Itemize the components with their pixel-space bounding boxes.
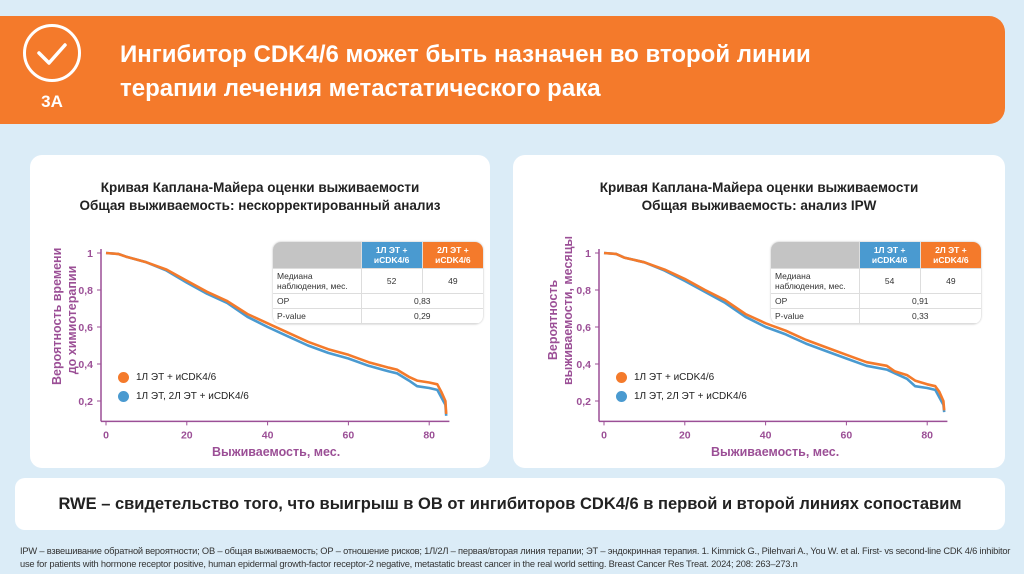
title-line-1: Ингибитор CDK4/6 может быть назначен во … bbox=[120, 41, 811, 68]
footnote: IPW – взвешивание обратной вероятности; … bbox=[20, 546, 1011, 569]
legend-dot-blue bbox=[616, 391, 627, 402]
x-tick-label: 40 bbox=[760, 429, 772, 441]
chart-title-1: Кривая Каплана-Майера оценки выживаемост… bbox=[100, 180, 420, 195]
x-axis-label: Выживаемость, мес. bbox=[711, 445, 840, 459]
legend-dot-orange bbox=[118, 372, 129, 383]
chart-title: Кривая Каплана-Майера оценки выживаемост… bbox=[513, 179, 1005, 215]
y-tick-label: 0,2 bbox=[576, 396, 591, 408]
legend-dot-blue bbox=[118, 391, 129, 402]
series-line-orange bbox=[603, 251, 946, 411]
legend-label: 1Л ЭТ, 2Л ЭТ + иCDK4/6 bbox=[136, 391, 249, 402]
chart-panel-ipw: 0,2 0,4 0,6 0,8 1 0 20 40 60 80 Кривая Каплана-Ма… bbox=[513, 155, 1005, 468]
cell: 52 bbox=[360, 268, 423, 294]
legend-dot-orange bbox=[616, 372, 627, 383]
x-tick-label: 80 bbox=[921, 429, 933, 441]
col-header-2: 2Л ЭТ + иCDK4/6 bbox=[421, 242, 483, 269]
cell: 0,91 bbox=[858, 293, 981, 309]
conclusion-box: RWE – свидетельство того, что выигрыш в … bbox=[15, 478, 1005, 530]
cell: 54 bbox=[858, 268, 921, 294]
series-line-orange bbox=[105, 251, 448, 414]
row-label: ОР bbox=[273, 293, 362, 309]
legend-item: 1Л ЭТ + иCDK4/6 bbox=[616, 369, 714, 386]
cell: 49 bbox=[421, 268, 483, 294]
chart-panel-unadjusted: 0,2 0,4 0,6 0,8 1 0 20 40 60 80 Кривая Каплана-Ма… bbox=[30, 155, 490, 468]
y-tick-label: 0,8 bbox=[78, 285, 93, 297]
cell: 49 bbox=[919, 268, 981, 294]
title-line-2: терапии лечения метастатического рака bbox=[120, 75, 601, 102]
y-label-2: до химиотерапии bbox=[65, 265, 79, 375]
legend-label: 1Л ЭТ, 2Л ЭТ + иCDK4/6 bbox=[634, 391, 747, 402]
badge-label: 3А bbox=[41, 92, 63, 111]
y-tick-label: 0,2 bbox=[78, 396, 93, 408]
chart-title: Кривая Каплана-Майера оценки выживаемост… bbox=[30, 179, 490, 215]
x-tick-label: 40 bbox=[262, 429, 274, 441]
row-label: P-value bbox=[273, 308, 362, 324]
km-chart: 0,2 0,4 0,6 0,8 1 0 20 40 60 80 bbox=[576, 248, 948, 441]
cell: 0,33 bbox=[858, 308, 981, 324]
col-header-1: 1Л ЭТ + иCDK4/6 bbox=[858, 242, 921, 269]
y-label-2: выживаемости, месяцы bbox=[561, 235, 575, 385]
stats-table: 1Л ЭТ + иCDK4/6 2Л ЭТ + иCDK4/6 Медиана н… bbox=[771, 242, 981, 324]
x-tick-label: 80 bbox=[423, 429, 435, 441]
legend-label: 1Л ЭТ + иCDK4/6 bbox=[136, 372, 217, 383]
legend-item: 1Л ЭТ, 2Л ЭТ + иCDK4/6 bbox=[118, 388, 249, 405]
chart-title-2: Общая выживаемость: нескорректированный … bbox=[79, 198, 441, 213]
x-tick-label: 20 bbox=[679, 429, 691, 441]
km-chart: 0,2 0,4 0,6 0,8 1 0 20 40 60 80 bbox=[78, 248, 450, 441]
y-tick-label: 0,6 bbox=[576, 322, 591, 334]
row-label: P-value bbox=[771, 308, 860, 324]
x-axis-label: Выживаемость, мес. bbox=[212, 445, 341, 459]
x-tick-label: 60 bbox=[841, 429, 853, 441]
chart-title-1: Кривая Каплана-Майера оценки выживаемост… bbox=[599, 180, 919, 195]
stats-table: 1Л ЭТ + иCDK4/6 2Л ЭТ + иCDK4/6 Медиана н… bbox=[273, 242, 483, 324]
x-tick-label: 60 bbox=[343, 429, 355, 441]
cell: 0,83 bbox=[360, 293, 483, 309]
status-badge: 3А bbox=[22, 24, 82, 112]
legend-label: 1Л ЭТ + иCDK4/6 bbox=[634, 372, 715, 383]
legend-item: 1Л ЭТ, 2Л ЭТ + иCDK4/6 bbox=[616, 388, 747, 405]
y-tick-label: 0,4 bbox=[78, 359, 93, 371]
checkmark-icon bbox=[23, 24, 81, 82]
x-tick-label: 0 bbox=[103, 429, 109, 441]
page-title: Ингибитор CDK4/6 может быть назначен во … bbox=[120, 38, 811, 106]
chart-title-2: Общая выживаемость: анализ IPW bbox=[641, 198, 877, 213]
y-tick-label: 0,6 bbox=[78, 322, 93, 334]
y-label-1: Вероятность bbox=[546, 279, 560, 361]
row-label: Медиана наблюдения, мес. bbox=[273, 268, 362, 294]
y-tick-label: 1 bbox=[585, 248, 591, 260]
legend-item: 1Л ЭТ + иCDK4/6 bbox=[118, 369, 216, 386]
y-tick-label: 1 bbox=[87, 248, 93, 260]
x-tick-label: 20 bbox=[181, 429, 193, 441]
y-label-1: Вероятность времени bbox=[50, 247, 64, 385]
row-label: ОР bbox=[771, 293, 860, 309]
header-banner: 3А Ингибитор CDK4/6 может быть назначен … bbox=[0, 16, 1005, 124]
row-label: Медиана наблюдения, мес. bbox=[771, 268, 860, 294]
col-header-2: 2Л ЭТ + иCDK4/6 bbox=[919, 242, 981, 269]
cell: 0,29 bbox=[360, 308, 483, 324]
y-tick-label: 0,8 bbox=[576, 285, 591, 297]
y-tick-label: 0,4 bbox=[576, 359, 591, 371]
x-tick-label: 0 bbox=[601, 429, 607, 441]
y-axis-label: Вероятность выживаемости, месяцы bbox=[546, 235, 576, 385]
col-header-1: 1Л ЭТ + иCDK4/6 bbox=[360, 242, 423, 269]
y-axis-label: Вероятность времени до химиотерапии bbox=[50, 247, 80, 385]
